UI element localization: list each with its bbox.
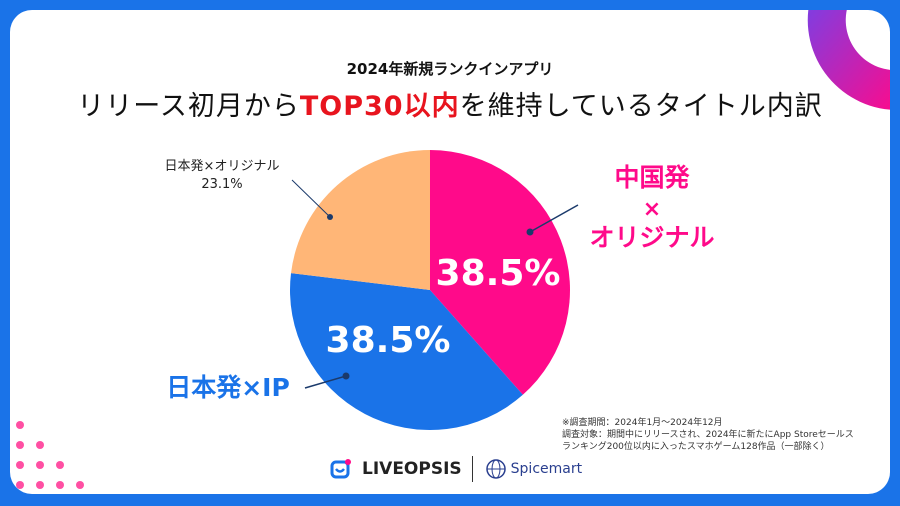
decorative-dot	[56, 481, 64, 489]
title-part: リリース初月から	[77, 91, 300, 122]
leader-line	[529, 204, 579, 233]
slice-label: 中国発	[614, 163, 690, 192]
slice-label: 日本発×オリジナル	[165, 159, 280, 174]
decorative-dot	[36, 481, 44, 489]
slice-label: ×	[643, 197, 661, 222]
slice-label: オリジナル	[589, 223, 714, 252]
title-highlight: TOP30以内	[299, 91, 460, 122]
slice-value-label: 38.5%	[326, 320, 451, 361]
leader-line	[291, 179, 331, 218]
spicemart-logo: Spicemart	[510, 461, 583, 477]
decorative-dot	[36, 441, 44, 449]
leader-dot	[342, 372, 350, 380]
footnote-line: 調査対象：期間中にリリースされ、2024年に新たにApp Storeセールス	[562, 430, 854, 440]
slice-value-label: 38.5%	[436, 253, 561, 294]
footnote-line: ※調査期間：2024年1月～2024年12月	[562, 418, 723, 428]
decorative-dot	[36, 461, 44, 469]
decorative-dots	[16, 421, 84, 489]
decorative-dot	[16, 461, 24, 469]
leader-dot	[327, 214, 333, 220]
pie-slice	[291, 150, 430, 290]
decorative-dot	[56, 461, 64, 469]
decorative-dot	[16, 441, 24, 449]
footnote: ※調査期間：2024年1月～2024年12月 調査対象：期間中にリリースされ、2…	[562, 417, 854, 453]
logo-divider	[471, 456, 473, 482]
slice-label: 日本発×IP	[166, 373, 290, 402]
leader-dot	[526, 228, 534, 236]
title-part: を維持しているタイトル内訳	[459, 91, 823, 122]
liveopsis-logo-icon	[330, 459, 351, 479]
decorative-dot	[16, 421, 24, 429]
pie-slice	[289, 273, 523, 430]
footnote-line: ランキング200位以内に入ったスマホゲーム128作品（一部除く）	[562, 442, 830, 452]
chart-subtitle: 2024年新規ランクインアプリ	[346, 60, 554, 78]
chart-title: リリース初月からTOP30以内を維持しているタイトル内訳	[0, 84, 900, 123]
decorative-dot	[76, 481, 84, 489]
leader-line	[304, 375, 347, 389]
slice-value-label: 23.1%	[201, 177, 242, 192]
liveopsis-logo: LIVEOPSIS	[362, 459, 462, 479]
pie-slice	[430, 150, 570, 395]
globe-icon	[485, 459, 506, 479]
logos: LIVEOPSIS Spicemart	[330, 456, 582, 482]
decorative-dot	[16, 481, 24, 489]
decorative-arc	[807, 10, 890, 110]
